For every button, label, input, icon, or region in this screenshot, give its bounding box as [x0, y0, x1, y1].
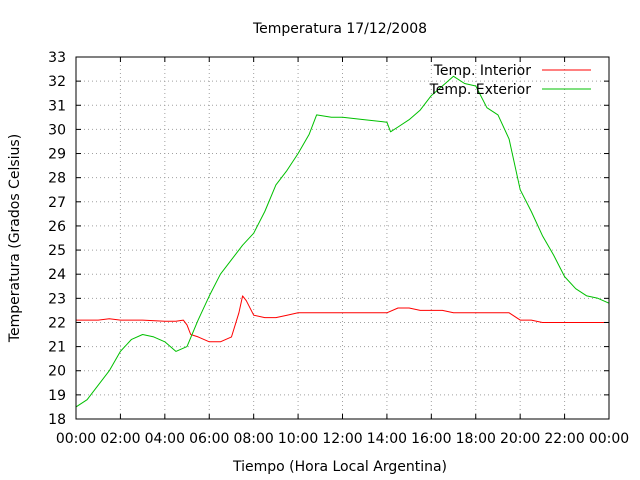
- y-tick-label: 20: [48, 364, 66, 380]
- y-tick-label: 33: [48, 50, 66, 66]
- x-tick-label: 20:00: [500, 431, 540, 447]
- x-tick-label: 22:00: [544, 431, 584, 447]
- y-axis-label: Temperatura (Grados Celsius): [7, 134, 23, 343]
- y-tick-label: 26: [48, 219, 66, 235]
- x-tick-label: 06:00: [189, 431, 229, 447]
- x-axis-label: Tiempo (Hora Local Argentina): [232, 459, 447, 475]
- x-tick-label: 08:00: [233, 431, 273, 447]
- x-tick-label: 14:00: [367, 431, 407, 447]
- y-tick-label: 25: [48, 243, 66, 259]
- x-tick-label: 00:00: [56, 431, 96, 447]
- y-tick-label: 24: [48, 267, 66, 283]
- y-tick-label: 21: [48, 340, 66, 356]
- y-tick-label: 22: [48, 315, 66, 331]
- y-tick-label: 29: [48, 147, 66, 163]
- y-tick-label: 18: [48, 412, 66, 428]
- chart-title: Temperatura 17/12/2008: [252, 21, 427, 37]
- legend: Temp. Interior Temp. Exterior: [429, 63, 591, 98]
- x-tick-label: 16:00: [411, 431, 451, 447]
- y-tick-label: 27: [48, 195, 66, 211]
- series-line-exterior: [75, 75, 610, 408]
- series-line-interior: [76, 295, 609, 343]
- x-tick-label: 04:00: [145, 431, 185, 447]
- y-tick-label: 28: [48, 171, 66, 187]
- legend-label-interior: Temp. Interior: [433, 63, 532, 79]
- y-tick-label: 31: [48, 98, 66, 114]
- x-tick-label: 12:00: [322, 431, 362, 447]
- y-tick-label: 23: [48, 291, 66, 307]
- y-tick-label: 32: [48, 74, 66, 90]
- y-tick-label: 30: [48, 122, 66, 138]
- x-tick-label: 10:00: [278, 431, 318, 447]
- x-tick-label: 18:00: [456, 431, 496, 447]
- x-tick-label: 02:00: [100, 431, 140, 447]
- x-tick-label: 00:00: [589, 431, 629, 447]
- y-tick-label: 19: [48, 388, 66, 404]
- legend-label-exterior: Temp. Exterior: [429, 82, 532, 98]
